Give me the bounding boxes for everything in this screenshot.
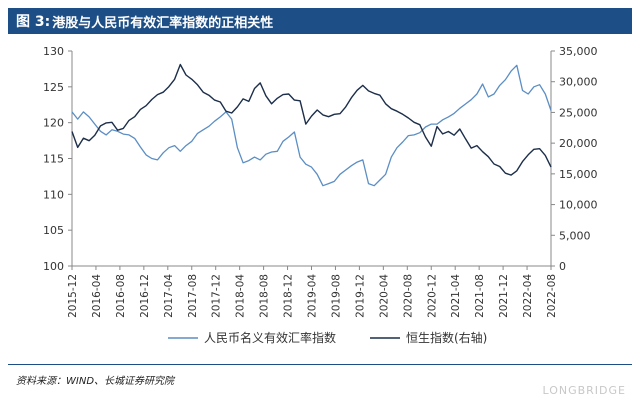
right-tick-label: 0 bbox=[559, 260, 566, 273]
x-tick-label: 2015-12 bbox=[67, 274, 79, 318]
right-tick-label: 30,000 bbox=[559, 76, 598, 89]
left-tick-label: 105 bbox=[43, 224, 64, 237]
x-tick-label: 2018-12 bbox=[283, 274, 295, 318]
right-tick-label: 25,000 bbox=[559, 106, 598, 119]
x-tick-label: 2017-12 bbox=[211, 274, 223, 318]
x-tick-label: 2019-08 bbox=[330, 274, 342, 318]
x-tick-label: 2016-04 bbox=[91, 274, 103, 318]
x-tick-label: 2021-08 bbox=[474, 274, 486, 318]
x-tick-label: 2020-12 bbox=[426, 274, 438, 318]
x-tick-label: 2019-04 bbox=[307, 274, 319, 318]
x-tick-label: 2016-12 bbox=[139, 274, 151, 318]
left-tick-label: 120 bbox=[43, 117, 64, 130]
hang-seng-series-line bbox=[71, 63, 552, 176]
x-tick-label: 2018-04 bbox=[235, 274, 247, 318]
x-tick-label: 2017-08 bbox=[187, 274, 199, 318]
footer-divider bbox=[8, 364, 632, 365]
x-tick-label: 2020-08 bbox=[402, 274, 414, 318]
right-tick-label: 20,000 bbox=[559, 137, 598, 150]
left-tick-label: 100 bbox=[43, 260, 64, 273]
x-tick-label: 2022-08 bbox=[546, 274, 558, 318]
right-tick-label: 35,000 bbox=[559, 45, 598, 58]
right-tick-label: 15,000 bbox=[559, 168, 598, 181]
figure-label: 图 3: bbox=[16, 14, 51, 30]
right-tick-label: 5,000 bbox=[559, 229, 591, 242]
chart-area: 100 105 110 115 120 125 130 0 5,000 10,000 15,000 2… bbox=[43, 45, 598, 345]
left-tick-label: 130 bbox=[43, 45, 64, 58]
rmb-neer-series-line bbox=[71, 64, 552, 187]
legend-label-hang-seng: 恒生指数(右轴) bbox=[406, 330, 487, 345]
x-tick-label: 2022-04 bbox=[522, 274, 534, 318]
x-tick-label: 2019-12 bbox=[354, 274, 366, 318]
x-tick-label: 2021-12 bbox=[498, 274, 510, 318]
x-tick-label: 2020-04 bbox=[378, 274, 390, 318]
right-tick-label: 10,000 bbox=[559, 199, 598, 212]
left-tick-label: 110 bbox=[43, 188, 64, 201]
x-tick-label: 2017-04 bbox=[163, 274, 175, 318]
x-tick-label: 2016-08 bbox=[115, 274, 127, 318]
left-tick-label: 115 bbox=[43, 153, 64, 166]
left-tick-label: 125 bbox=[43, 81, 64, 94]
source-note: 资料来源：WIND、长城证券研究院 bbox=[16, 376, 175, 387]
x-tick-label: 2021-04 bbox=[450, 274, 462, 318]
legend-label-rmb-neer: 人民币名义有效汇率指数 bbox=[204, 330, 336, 345]
x-tick-label: 2018-08 bbox=[259, 274, 271, 318]
watermark: LONGBRIDGE bbox=[542, 384, 626, 397]
figure-title-bar: 图 3: 港股与人民币有效汇率指数的正相关性 bbox=[8, 8, 632, 34]
figure-title: 港股与人民币有效汇率指数的正相关性 bbox=[52, 15, 274, 31]
